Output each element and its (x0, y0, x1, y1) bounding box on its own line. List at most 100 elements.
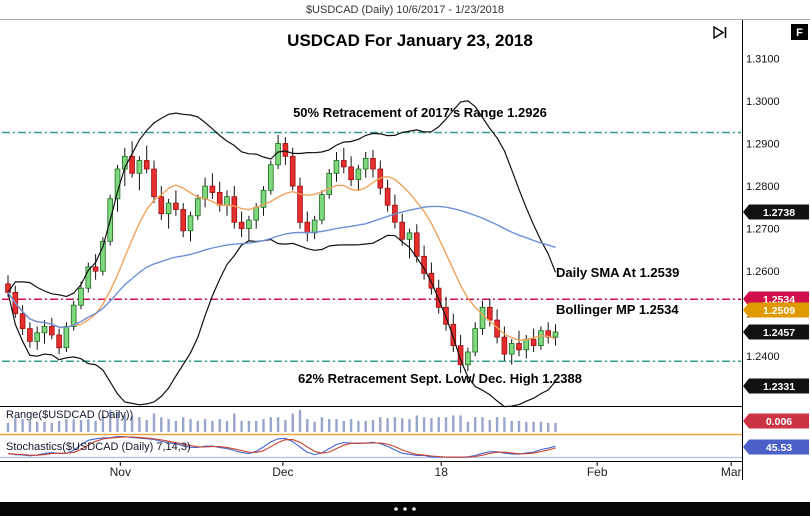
candle-body (319, 194, 325, 221)
range-bar (145, 420, 148, 432)
range-bar (225, 420, 229, 432)
candle-body (173, 202, 179, 210)
range-bar (495, 417, 499, 432)
bollinger-upper-band (7, 100, 557, 298)
range-bar (247, 420, 251, 432)
candle-body (194, 198, 201, 217)
candle-body (56, 334, 62, 349)
range-bar (430, 418, 433, 432)
range-bar (525, 421, 528, 432)
footer-bar (0, 502, 810, 516)
range-bar (203, 419, 207, 432)
range-bar (459, 415, 462, 432)
range-bar (160, 417, 163, 432)
bollinger-lower-band (7, 234, 556, 408)
range-bar (65, 419, 68, 432)
range-bar (554, 422, 557, 432)
y-axis-tick-label: 1.2700 (746, 224, 780, 236)
range-bar (276, 417, 280, 432)
x-axis-tick-label: Feb (587, 465, 608, 479)
x-axis-tick-label: Dec (272, 465, 293, 479)
range-bar (196, 420, 199, 432)
candle-body (187, 215, 194, 232)
candle-body (49, 325, 55, 336)
price-badge-label: 1.2738 (763, 207, 795, 219)
candle-body (202, 185, 208, 200)
range-bar (474, 417, 477, 432)
range-bar (269, 417, 272, 432)
range-bar (532, 421, 535, 432)
range-bar (488, 420, 491, 432)
candle-body (78, 287, 84, 306)
price-badge (743, 302, 809, 318)
candle-body (406, 232, 413, 240)
chart-canvas[interactable] (0, 20, 742, 462)
candle-body (246, 219, 252, 230)
candle-body (85, 266, 92, 289)
candle-body (92, 266, 99, 272)
stochastics-panel-label: Stochastics($USDCAD (Daily) 7,14,3) (6, 441, 191, 453)
candle-body (486, 306, 493, 321)
candle-body (450, 323, 457, 346)
range-bar (386, 418, 389, 432)
range-bar (437, 417, 440, 432)
range-bar (116, 411, 119, 432)
range-bar (452, 415, 455, 432)
footer-logo (412, 507, 416, 511)
candle-body (27, 328, 33, 342)
candle-body (5, 283, 11, 293)
candle-body (311, 219, 318, 234)
candle-body (428, 272, 435, 289)
range-bar (28, 420, 32, 432)
range-bar (138, 417, 141, 432)
range-bar (503, 417, 506, 432)
range-bar (109, 409, 112, 432)
y-axis-tick-label: 1.3100 (746, 53, 780, 65)
candle-body (289, 155, 296, 187)
fast-forward-icon[interactable] (713, 25, 727, 40)
range-bar (72, 419, 75, 432)
range-bar (6, 422, 10, 432)
candle-body (326, 172, 332, 196)
range-bar (255, 420, 258, 432)
annotation-62pct-retracement: 62% Retracement Sept. Low/ Dec. High 1.2… (298, 371, 582, 386)
x-axis-tick-label: Mar (721, 465, 742, 479)
candle-body (304, 221, 311, 234)
range-bar (444, 417, 448, 432)
candle-body (216, 191, 223, 206)
range-bar (182, 417, 185, 432)
range-bar (167, 419, 170, 432)
candle-body (472, 328, 478, 353)
y-axis-tick-label: 1.2400 (746, 351, 780, 363)
range-bar (320, 417, 324, 432)
candle-body (41, 325, 48, 334)
annotation-daily-sma: Daily SMA At 1.2539 (556, 265, 679, 280)
range-bar (57, 420, 61, 432)
f-logo-badge[interactable]: F (791, 24, 808, 40)
range-bar (539, 421, 543, 432)
candle-body (370, 157, 376, 170)
candle-body (413, 232, 420, 257)
price-badge (743, 324, 809, 340)
stochastics-value-badge (743, 439, 809, 455)
candle-body (267, 164, 274, 191)
x-axis-tick-label: Nov (110, 465, 131, 479)
candle-body (180, 209, 187, 232)
footer-logo (394, 507, 398, 511)
candle-body (399, 221, 405, 240)
range-bar (313, 421, 316, 432)
y-axis-tick-label: 1.2800 (746, 181, 780, 193)
candle-body (136, 160, 143, 174)
range-bar (14, 418, 17, 432)
candle-body (100, 240, 106, 272)
candle-body (253, 206, 260, 221)
candle-body (282, 143, 289, 157)
range-bar (481, 417, 484, 432)
range-bar (130, 416, 134, 432)
candle-body (333, 160, 340, 174)
ma-line-fast (7, 175, 556, 342)
range-bar (306, 419, 309, 432)
candle-body (209, 185, 216, 193)
candle-body (143, 160, 150, 170)
